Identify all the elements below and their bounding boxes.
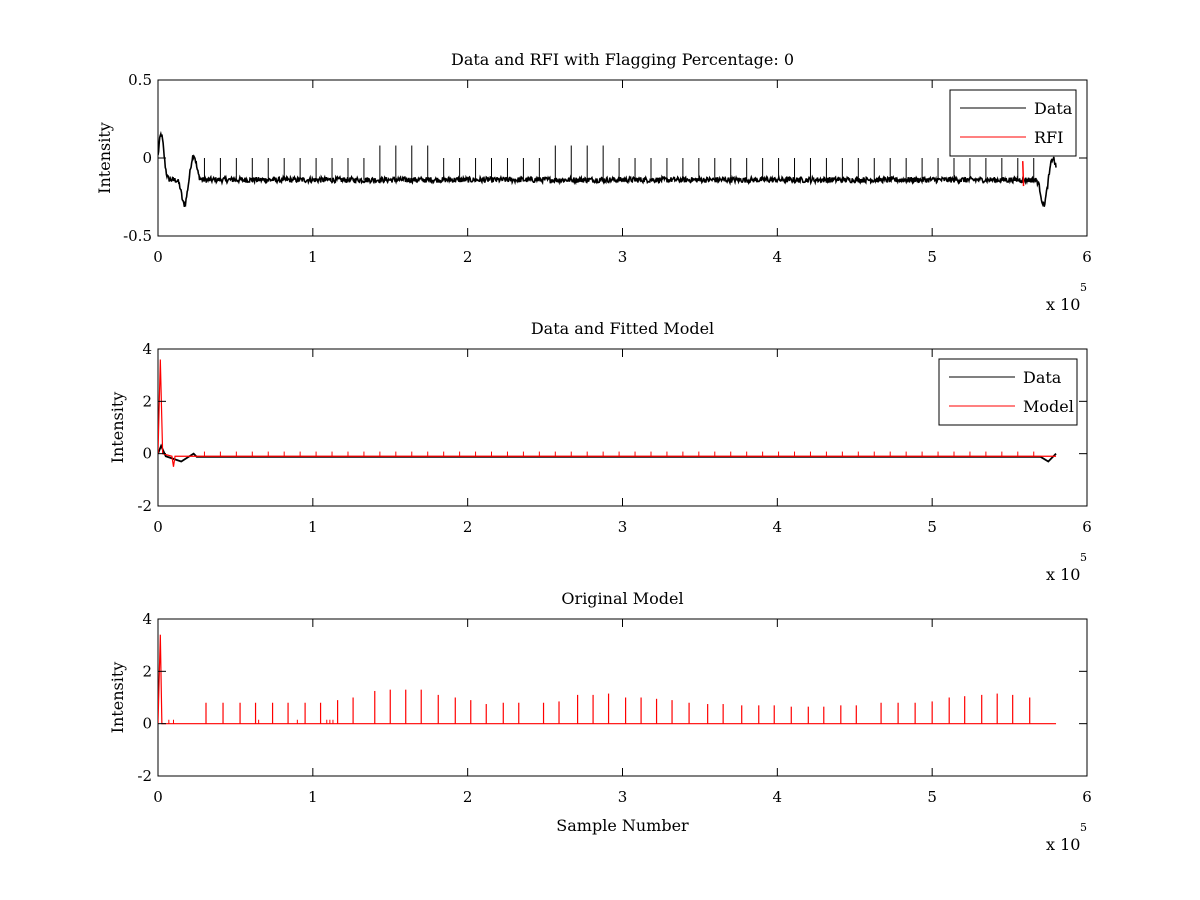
legend-label-data: Data — [1023, 368, 1062, 387]
x-multiplier-base: x 10 — [1046, 295, 1080, 314]
x-tick-label: 6 — [1082, 248, 1092, 266]
plot-area — [158, 634, 1057, 725]
x-tick-label: 4 — [773, 788, 783, 806]
axes-box — [157, 348, 1088, 507]
y-tick-label: 0 — [142, 445, 152, 463]
x-multiplier-exponent: 5 — [1080, 281, 1087, 294]
x-tick-label: 3 — [618, 248, 628, 266]
y-tick-label: 0.5 — [128, 71, 152, 89]
legend: Data RFI — [949, 89, 1077, 157]
legend-box — [938, 358, 1078, 426]
y-tick-label: -0.5 — [123, 227, 152, 245]
x-tick-label: 6 — [1082, 518, 1092, 536]
x-tick-label: 2 — [463, 788, 473, 806]
legend-box — [949, 89, 1077, 157]
x-multiplier-base: x 10 — [1046, 835, 1080, 854]
x-tick-label: 5 — [927, 248, 937, 266]
x-multiplier-exponent: 5 — [1080, 821, 1087, 834]
y-axis-label: Intensity — [108, 392, 127, 464]
y-tick-label: -2 — [137, 497, 152, 515]
x-tick-label: 0 — [153, 248, 163, 266]
x-tick-label: 1 — [308, 248, 318, 266]
chart-title: Data and RFI with Flagging Percentage: 0 — [451, 50, 794, 69]
x-tick-label: 3 — [618, 788, 628, 806]
series-data-line — [158, 130, 1057, 208]
plot-area — [158, 130, 1057, 208]
series-model-line — [158, 634, 1057, 725]
y-tick-label: -2 — [137, 767, 152, 785]
x-tick-label: 1 — [308, 518, 318, 536]
axes-box — [157, 618, 1088, 777]
x-tick-label: 2 — [463, 248, 473, 266]
series-model-line — [158, 359, 1057, 467]
y-axis-label: Intensity — [95, 122, 114, 194]
x-tick-label: 0 — [153, 788, 163, 806]
y-tick-label: 4 — [142, 610, 152, 628]
x-multiplier-exponent: 5 — [1080, 551, 1087, 564]
plot-area — [158, 359, 1057, 467]
y-tick-label: 2 — [142, 392, 152, 410]
y-tick-label: 2 — [142, 662, 152, 680]
y-tick-label: 0 — [142, 149, 152, 167]
x-tick-label: 3 — [618, 518, 628, 536]
x-tick-label: 5 — [927, 788, 937, 806]
y-tick-label: 4 — [142, 340, 152, 358]
chart-title: Original Model — [561, 589, 683, 608]
x-multiplier-base: x 10 — [1046, 565, 1080, 584]
x-tick-label: 1 — [308, 788, 318, 806]
x-tick-label: 4 — [773, 518, 783, 536]
legend: Data Model — [938, 358, 1078, 426]
series-rfi-line — [1021, 161, 1025, 187]
legend-label-model: Model — [1023, 397, 1074, 416]
y-tick-label: 0 — [142, 715, 152, 733]
legend-label-rfi: RFI — [1034, 128, 1063, 147]
chart-title: Data and Fitted Model — [531, 319, 714, 338]
x-tick-label: 0 — [153, 518, 163, 536]
y-axis-label: Intensity — [108, 662, 127, 734]
x-tick-label: 5 — [927, 518, 937, 536]
x-tick-label: 6 — [1082, 788, 1092, 806]
legend-label-data: Data — [1034, 99, 1073, 118]
x-tick-label: 2 — [463, 518, 473, 536]
x-tick-label: 4 — [773, 248, 783, 266]
axes-box — [157, 79, 1088, 237]
x-axis-label: Sample Number — [556, 816, 689, 835]
